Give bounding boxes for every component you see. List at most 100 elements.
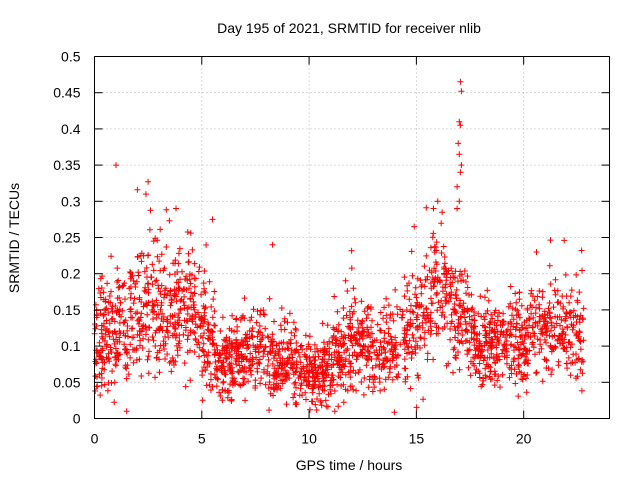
data-point bbox=[254, 365, 261, 372]
data-point bbox=[205, 321, 212, 328]
data-point bbox=[476, 338, 483, 345]
data-point bbox=[97, 290, 104, 296]
data-point bbox=[97, 392, 104, 399]
data-point bbox=[307, 358, 314, 365]
data-point bbox=[101, 381, 108, 388]
data-point bbox=[153, 297, 160, 304]
data-point bbox=[435, 330, 442, 337]
data-point bbox=[454, 205, 461, 212]
data-point bbox=[466, 313, 473, 320]
data-point bbox=[359, 346, 366, 353]
data-point bbox=[471, 355, 478, 362]
data-point bbox=[96, 353, 103, 360]
data-point bbox=[543, 339, 549, 346]
data-point bbox=[477, 293, 484, 300]
data-point bbox=[405, 344, 412, 351]
data-point bbox=[198, 291, 204, 298]
data-point bbox=[459, 332, 466, 338]
data-point bbox=[503, 338, 510, 344]
data-point bbox=[414, 275, 421, 282]
data-point bbox=[321, 377, 328, 384]
data-point bbox=[441, 260, 448, 267]
data-point bbox=[92, 388, 99, 394]
data-point bbox=[578, 387, 585, 394]
data-point bbox=[185, 250, 192, 257]
data-point bbox=[156, 325, 163, 332]
chart-title: Day 195 of 2021, SRMTID for receiver nli… bbox=[217, 20, 481, 36]
data-point bbox=[573, 271, 580, 278]
data-point bbox=[579, 370, 586, 377]
data-point bbox=[277, 371, 284, 378]
data-point bbox=[526, 322, 532, 329]
data-point bbox=[539, 288, 546, 295]
data-point bbox=[429, 300, 436, 307]
data-point bbox=[343, 347, 350, 354]
data-point bbox=[342, 371, 349, 378]
data-point bbox=[413, 302, 420, 309]
data-point bbox=[171, 330, 178, 337]
data-point bbox=[438, 312, 445, 319]
data-point bbox=[107, 344, 114, 351]
data-point bbox=[144, 356, 151, 363]
data-point bbox=[207, 370, 214, 377]
data-point bbox=[335, 403, 342, 410]
data-point bbox=[529, 341, 536, 348]
data-point bbox=[262, 381, 269, 388]
data-point bbox=[228, 360, 235, 367]
data-point bbox=[340, 315, 347, 322]
data-point bbox=[499, 322, 506, 329]
data-point bbox=[427, 309, 434, 316]
data-point bbox=[153, 277, 160, 284]
data-point bbox=[561, 237, 568, 244]
data-point bbox=[128, 273, 135, 280]
data-point bbox=[224, 355, 230, 362]
data-point bbox=[101, 337, 108, 344]
data-point bbox=[458, 88, 465, 95]
data-point bbox=[185, 259, 192, 266]
data-point bbox=[124, 350, 131, 357]
data-point bbox=[516, 362, 522, 369]
data-point bbox=[392, 334, 399, 341]
data-point bbox=[290, 319, 297, 326]
data-point bbox=[100, 296, 107, 303]
data-point bbox=[521, 319, 528, 326]
data-point bbox=[510, 316, 517, 323]
data-point bbox=[227, 381, 233, 388]
data-point bbox=[254, 333, 261, 340]
data-point bbox=[404, 373, 411, 380]
data-point bbox=[96, 339, 103, 346]
data-point bbox=[198, 317, 205, 324]
data-point bbox=[98, 382, 105, 389]
data-point bbox=[405, 349, 412, 356]
data-point bbox=[147, 207, 154, 214]
data-point bbox=[507, 326, 514, 333]
data-point bbox=[392, 286, 399, 293]
data-point bbox=[134, 186, 141, 193]
data-point bbox=[408, 355, 415, 361]
data-point bbox=[113, 357, 120, 363]
data-point bbox=[178, 322, 185, 329]
data-point bbox=[559, 326, 566, 333]
data-point bbox=[415, 374, 422, 381]
data-point bbox=[495, 337, 502, 344]
data-point bbox=[568, 287, 575, 294]
data-point bbox=[283, 370, 290, 377]
data-point bbox=[409, 272, 416, 279]
data-point bbox=[374, 321, 381, 328]
data-point bbox=[364, 324, 371, 331]
data-point bbox=[408, 248, 415, 255]
data-point bbox=[387, 315, 393, 321]
data-point bbox=[364, 305, 371, 311]
data-point bbox=[560, 305, 566, 312]
data-point bbox=[346, 324, 353, 331]
data-point bbox=[302, 332, 309, 339]
data-point bbox=[512, 290, 519, 297]
data-point bbox=[408, 343, 415, 350]
data-point bbox=[176, 285, 183, 292]
data-point bbox=[170, 357, 177, 364]
data-point bbox=[455, 316, 462, 323]
data-point bbox=[578, 358, 585, 365]
data-point bbox=[335, 321, 342, 328]
data-point bbox=[412, 338, 419, 345]
data-point bbox=[104, 326, 110, 332]
